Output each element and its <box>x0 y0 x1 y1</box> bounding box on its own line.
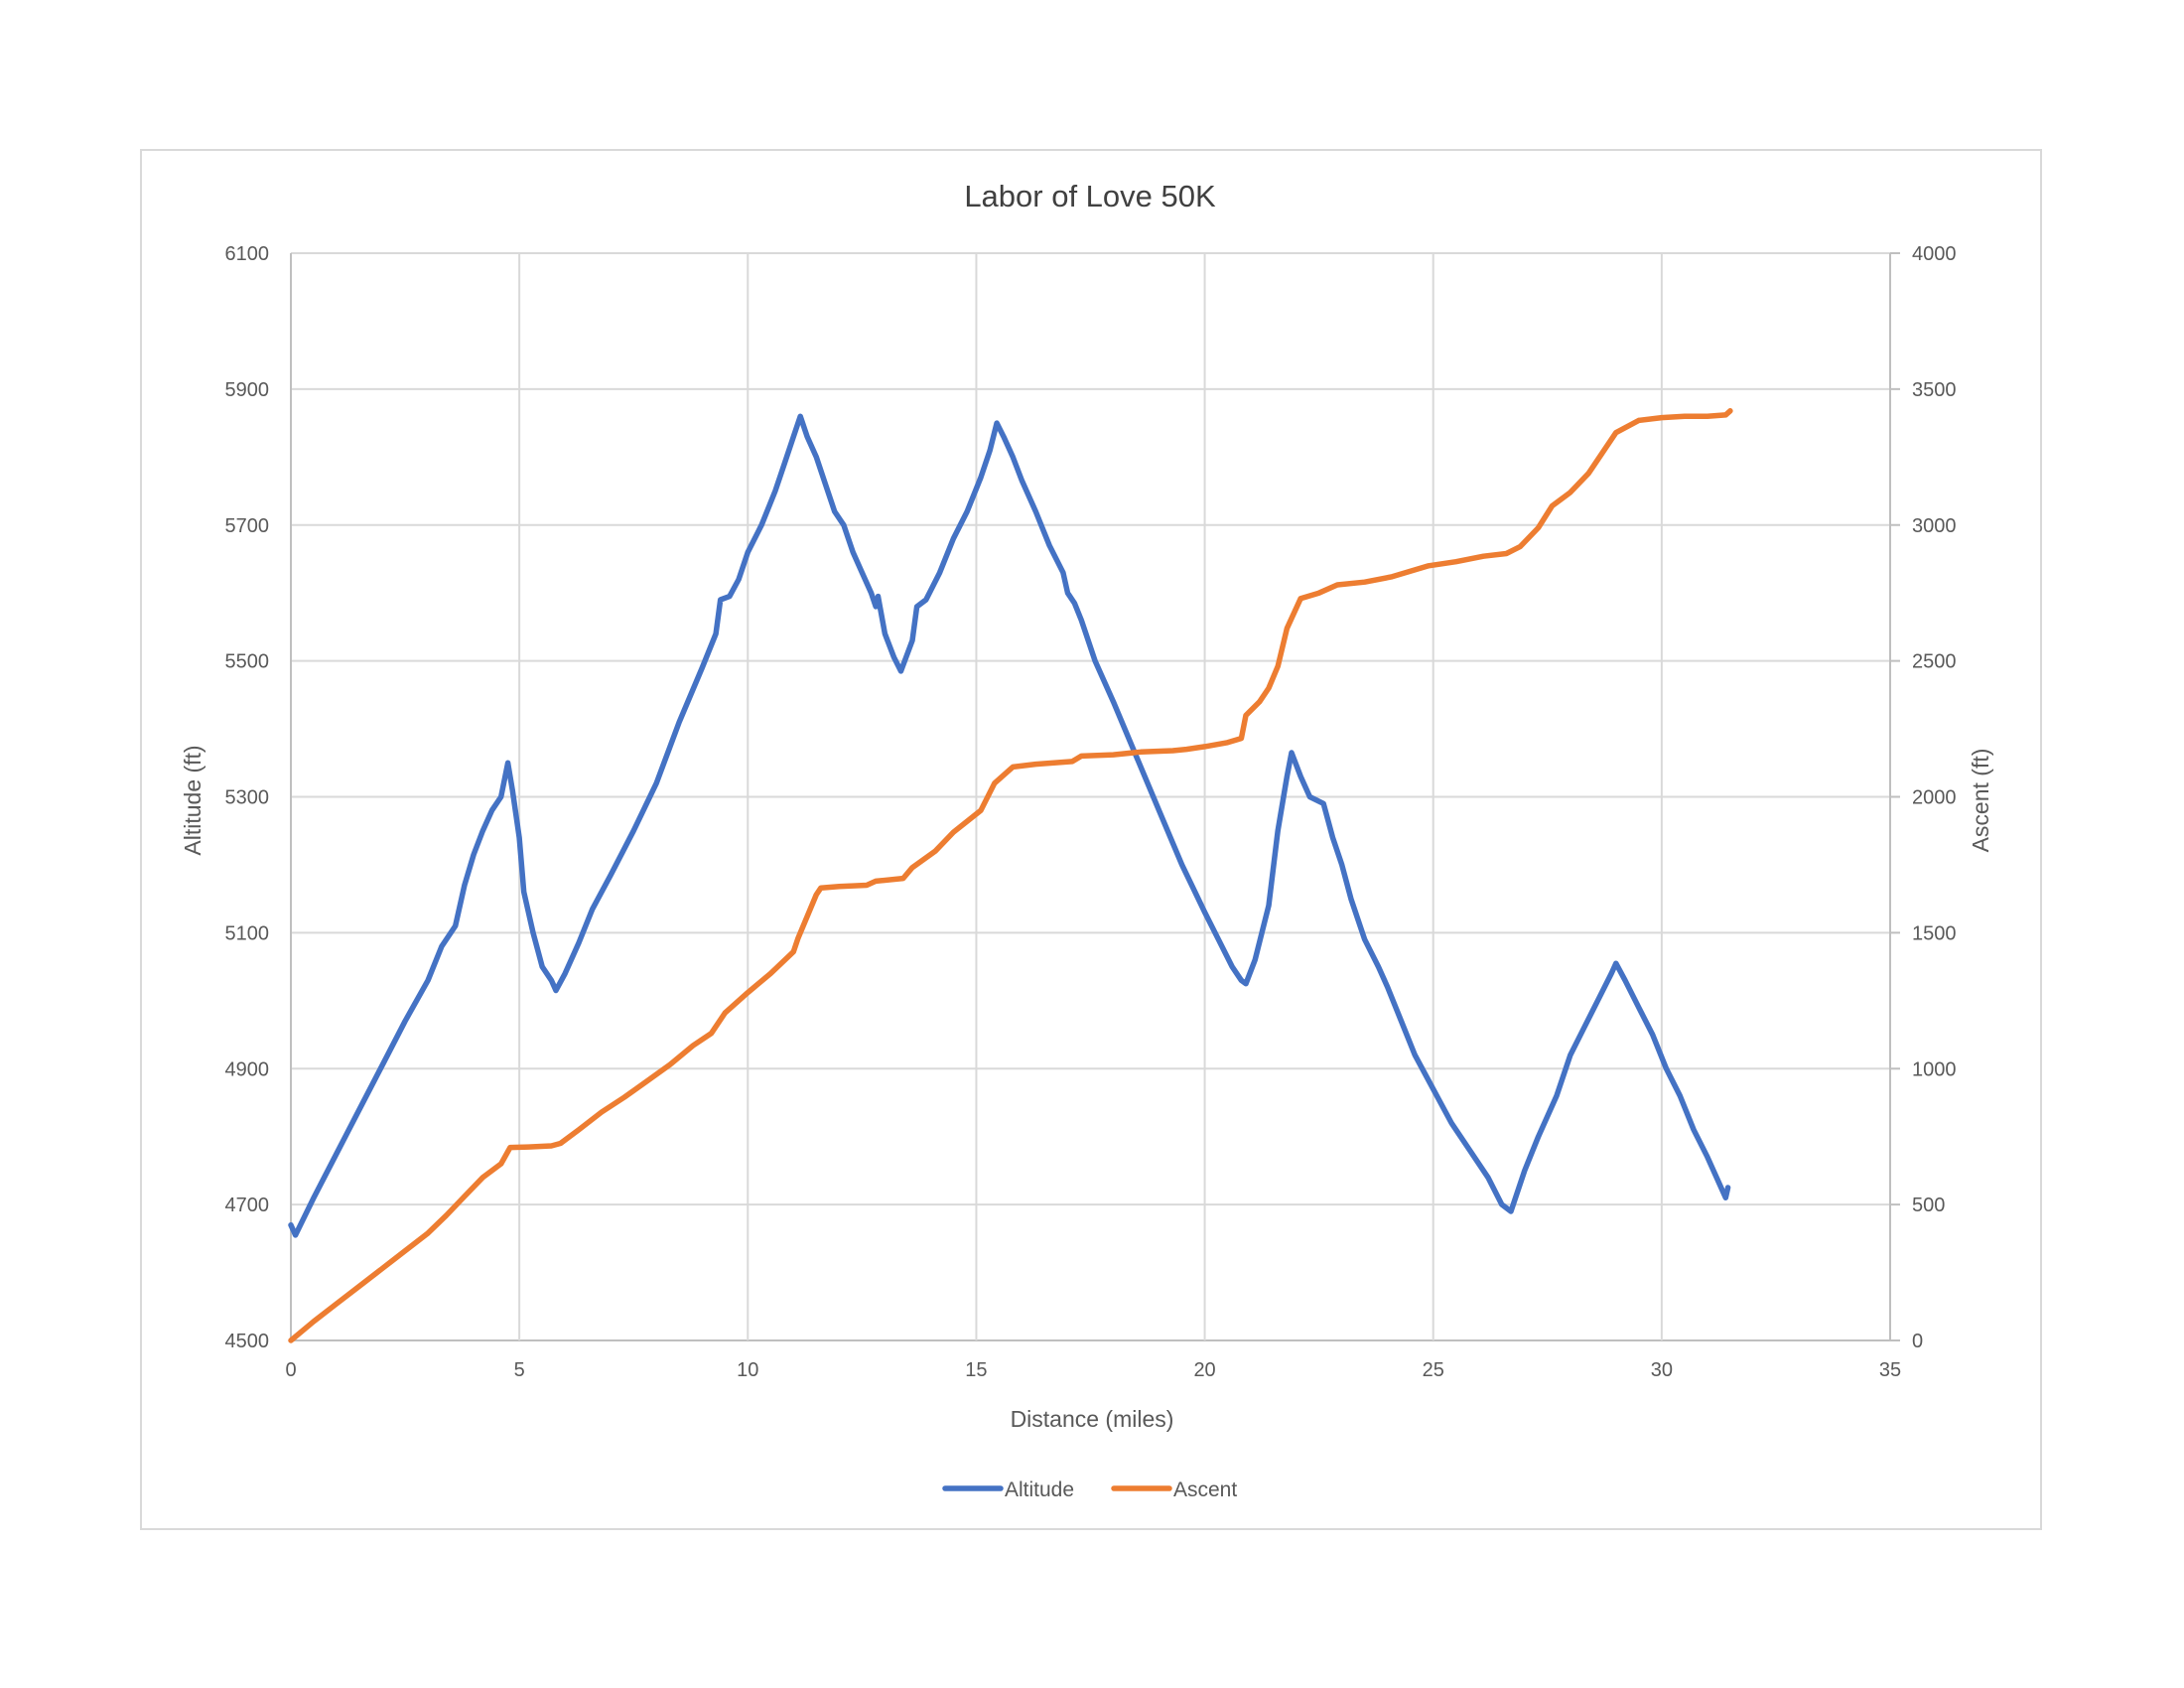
y-tick-label: 5300 <box>225 787 270 809</box>
y-tick-label: 5500 <box>225 651 270 673</box>
y2-tick-label: 3500 <box>1912 379 1957 401</box>
y2-tick-label: 1000 <box>1912 1058 1957 1080</box>
y2-tick-label: 2500 <box>1912 651 1957 673</box>
x-tick-label: 25 <box>1423 1359 1444 1381</box>
y2-tick-label: 0 <box>1912 1331 1923 1352</box>
x-tick-label: 5 <box>514 1359 525 1381</box>
y-tick-label: 4500 <box>225 1331 270 1352</box>
y-tick-label: 4900 <box>225 1058 270 1080</box>
legend-label-altitude: Altitude <box>1005 1478 1074 1501</box>
series-line-altitude <box>288 413 1731 1238</box>
x-tick-label: 30 <box>1651 1359 1673 1381</box>
x-tick-label: 15 <box>965 1359 987 1381</box>
y-tick-label: 5900 <box>225 379 270 401</box>
series-line-ascent <box>288 408 1733 1343</box>
x-axis-title: Distance (miles) <box>1011 1406 1174 1432</box>
y-axis-title: Altitude (ft) <box>180 745 205 855</box>
y2-tick-label: 4000 <box>1912 243 1957 265</box>
chart-frame <box>140 149 2042 1530</box>
grid-lines <box>290 252 1891 1341</box>
x-tick-label: 0 <box>285 1359 296 1381</box>
legend: Altitude Ascent <box>942 1478 1237 1501</box>
y2-axis-title: Ascent (ft) <box>1968 749 1993 853</box>
chart-title: Labor of Love 50K <box>964 179 1216 213</box>
y-tick-label: 5700 <box>225 515 270 537</box>
x-tick-label: 35 <box>1879 1359 1901 1381</box>
y2-tick-label: 2000 <box>1912 787 1957 809</box>
y-tick-label: 6100 <box>225 243 270 265</box>
y2-tick-label: 1500 <box>1912 922 1957 944</box>
y-tick-label: 4700 <box>225 1195 270 1216</box>
x-tick-label: 20 <box>1193 1359 1215 1381</box>
y2-tick-label: 3000 <box>1912 515 1957 537</box>
y2-tick-label: 500 <box>1912 1195 1945 1216</box>
y-tick-label: 5100 <box>225 922 270 944</box>
series-lines <box>288 408 1733 1343</box>
legend-label-ascent: Ascent <box>1173 1478 1237 1501</box>
x-tick-label: 10 <box>737 1359 758 1381</box>
